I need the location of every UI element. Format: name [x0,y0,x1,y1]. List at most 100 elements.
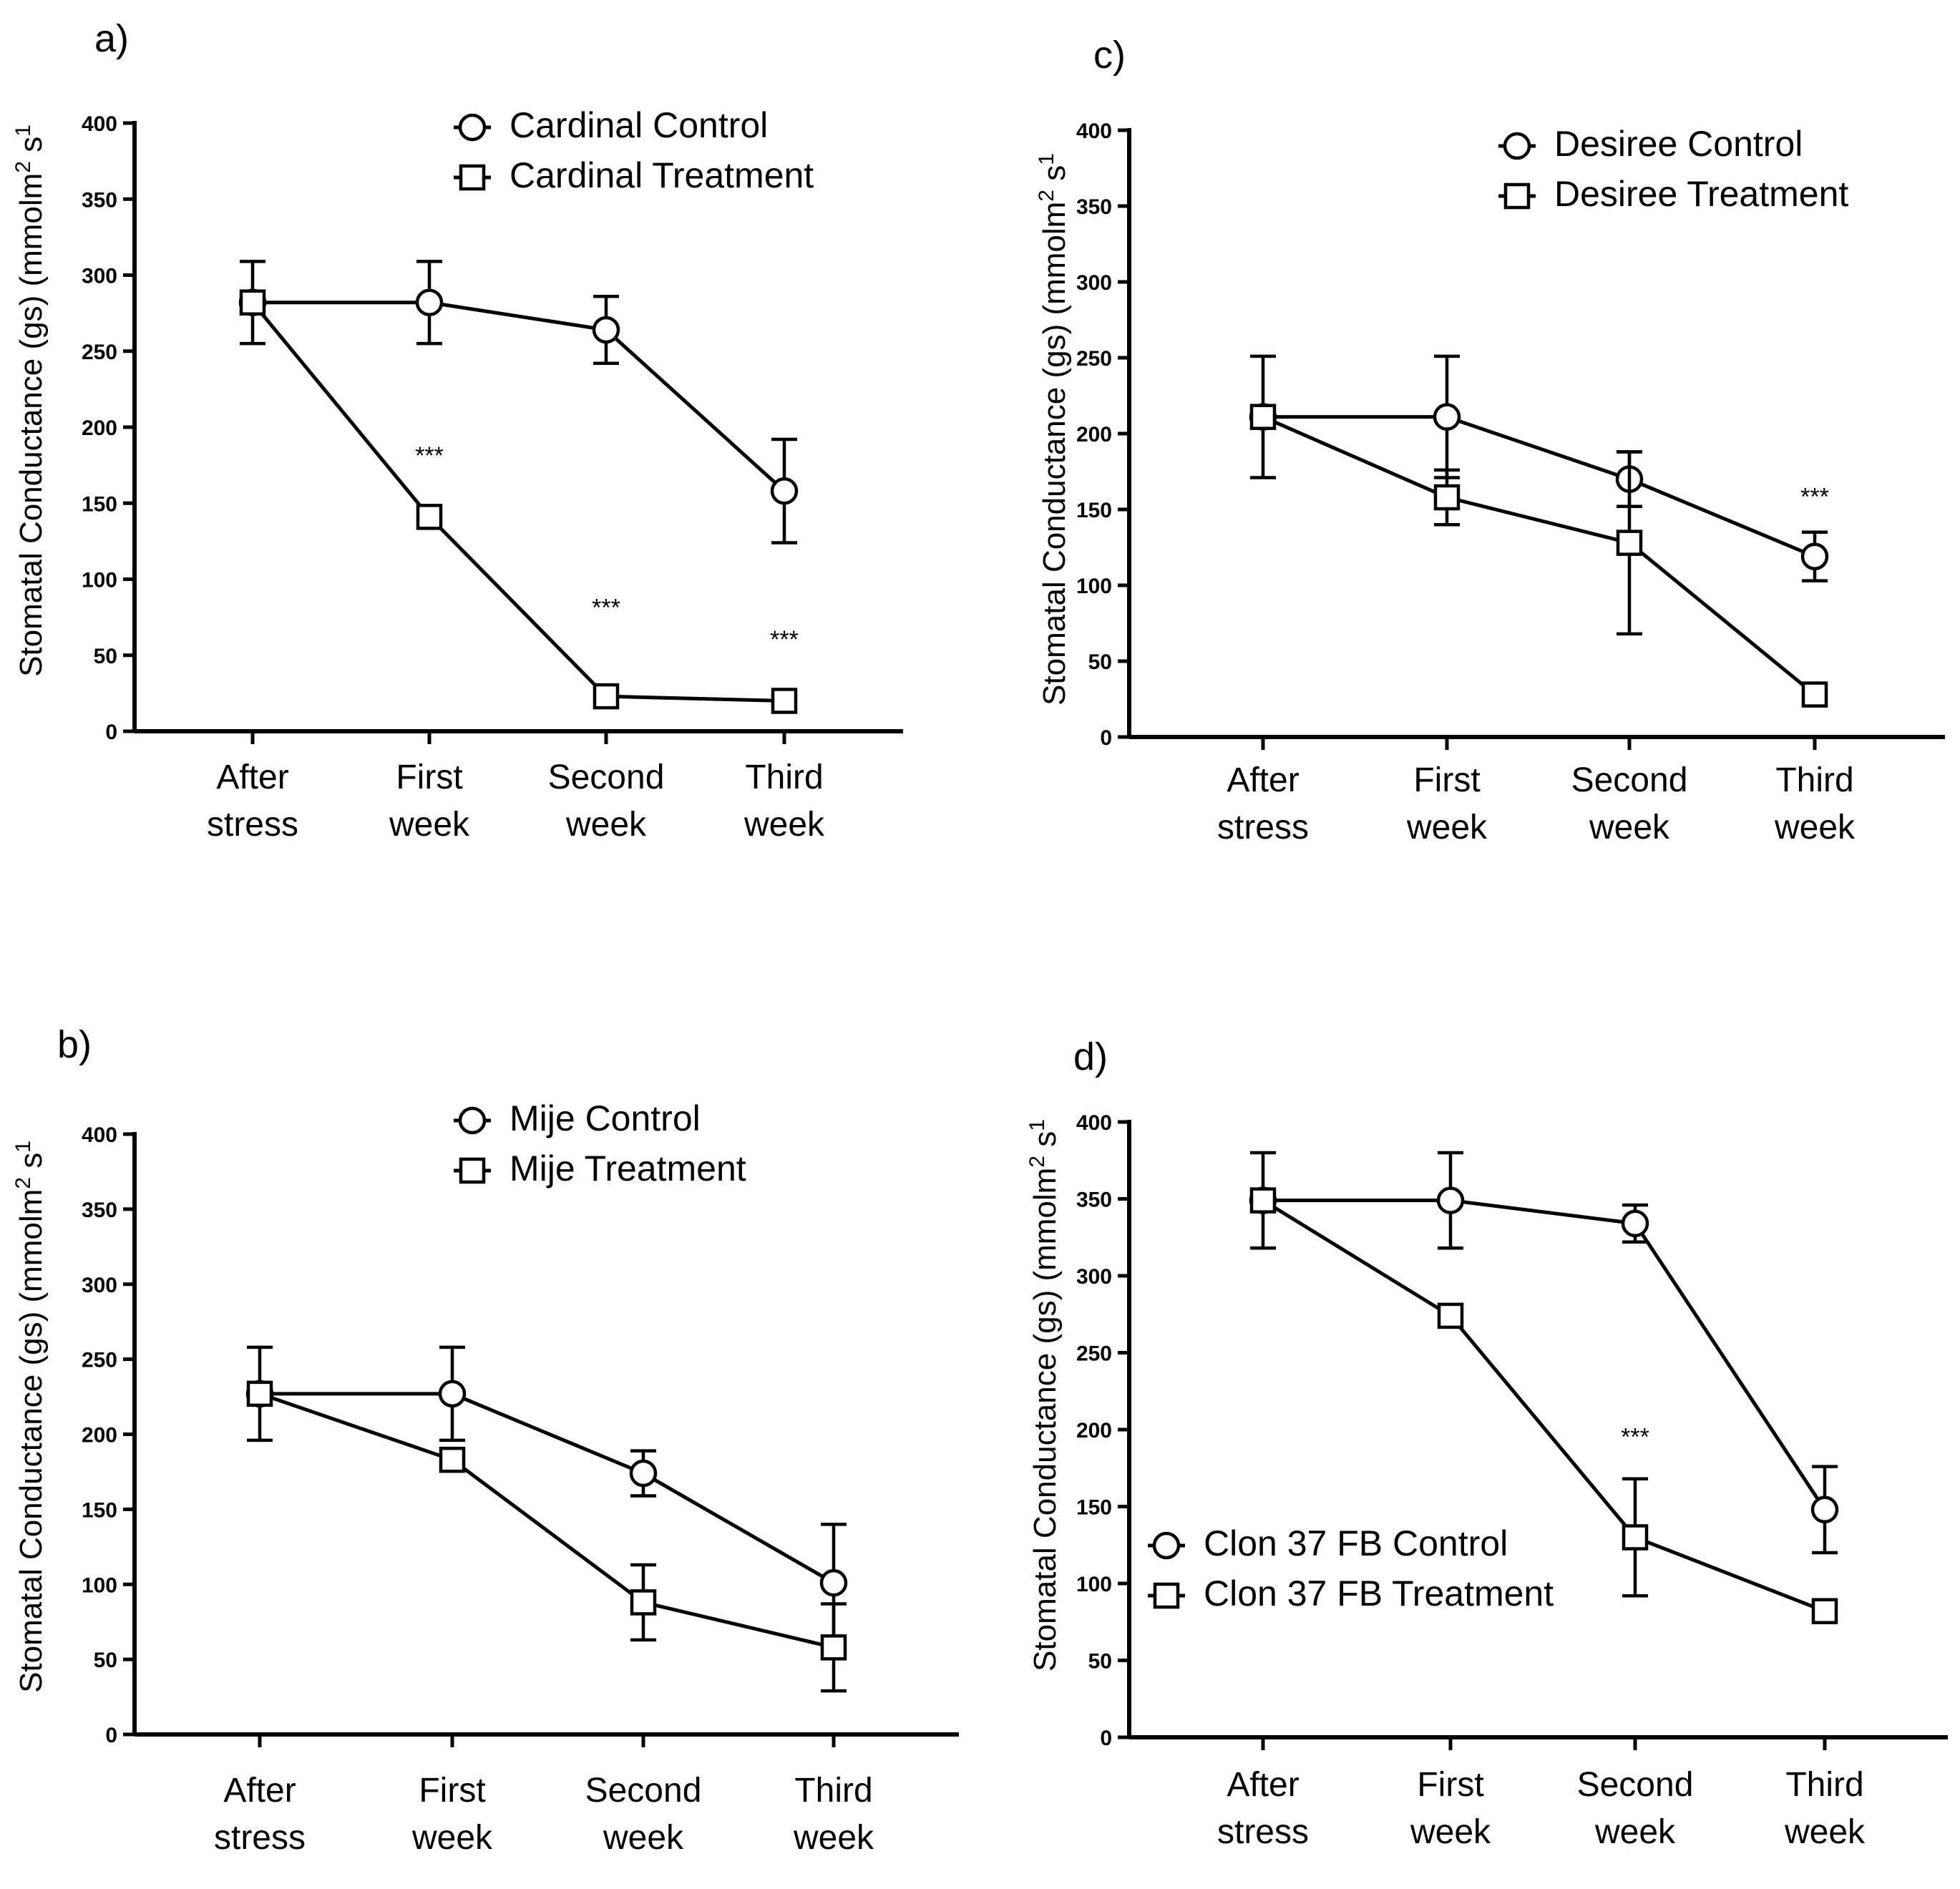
x-tick-label-line: week [1406,809,1488,846]
x-tick-label-line: After [1227,1766,1299,1804]
series-line [1263,415,1815,559]
x-tick-label: After stress [1217,761,1309,846]
legend: Mije Control Mije Treatment [454,1098,746,1188]
legend-marker-circle [458,1106,487,1135]
y-tick-label: 200 [1076,1419,1112,1443]
y-tick-label: 50 [94,1649,117,1672]
x-tick-label-line: First [1417,1766,1483,1804]
significance-label: *** [592,595,620,622]
y-tick-label: 50 [94,645,117,668]
x-tick-label: Second week [548,758,665,844]
x-tick-label-line: week [603,1819,684,1857]
x-tick-label: First week [389,758,470,844]
y-axis-label-part: s [1028,1131,1063,1156]
legend-entry: Desiree Treatment [1554,174,1848,214]
chart-panel-2: b) 0 50 100 150 200 250 300 350 400 After stress Fir… [11,1023,959,1857]
x-tick-label-line: Second [1577,1766,1694,1804]
y-axis-label-part: Stomatal Conductance (gs) (mmolm [14,1189,49,1693]
series-points-treatment [1249,404,1828,708]
panel-label: b) [57,1023,92,1066]
x-tick-label: After stress [1217,1766,1309,1851]
y-tick-label: 300 [1076,1265,1112,1289]
x-tick-label-line: Second [548,758,665,796]
x-tick-label-line: First [1413,761,1480,799]
series-treatment [259,1392,834,1649]
panel-label: a) [94,17,129,60]
x-tick-label-line: week [1594,1813,1676,1851]
x-tick-label-line: First [419,1772,485,1810]
x-tick-label-line: week [1589,809,1670,846]
y-tick-label: 200 [82,416,117,440]
y-axis-label-sup: 1 [1025,1119,1049,1131]
x-tick-label-line: stress [207,806,298,844]
data-point-square [630,1589,657,1616]
data-point-circle [1800,542,1829,570]
y-axis-label-sup: 2 [11,1177,35,1189]
y-axis-label: Stomatal Conductance (gs) (mmolm2 s1 [1025,1119,1063,1671]
y-tick-label: 400 [82,112,117,136]
series-points-treatment [1249,1187,1838,1624]
y-axis-label-sup: 1 [1035,153,1058,165]
x-tick-label-line: After [223,1772,296,1810]
significance-label: *** [1800,484,1829,511]
chart-panel-1: a) 0 50 100 150 200 250 300 350 400 After stress Fir… [11,17,903,844]
y-axis-label-sup: 2 [1025,1156,1049,1168]
legend-entry: Clon 37 FB Treatment [1204,1573,1554,1614]
x-tick-label-line: Third [1775,761,1853,799]
legend-entry: Mije Treatment [509,1148,746,1188]
data-point-circle [1621,1209,1649,1238]
data-point-square [1249,1187,1277,1214]
data-point-square [1433,484,1461,511]
data-point-square [1437,1302,1464,1329]
y-axis-label-part: s [14,1153,49,1177]
legend-marker-square [459,1157,486,1184]
series-line [1263,1199,1827,1511]
y-axis-label-sup: 2 [11,161,35,173]
y-tick-label: 300 [82,1274,117,1297]
x-tick-label: Second week [585,1772,702,1857]
series-points-control [245,1345,848,1644]
x-tick-label-line: week [389,806,470,844]
y-tick-label: 50 [1088,1650,1112,1674]
y-axis-label-part: Stomatal Conductance (gs) (mmolm [1037,202,1072,706]
data-point-circle [1433,403,1461,431]
y-tick-label: 350 [1076,195,1112,219]
legend: Clon 37 FB Control Clon 37 FB Treatment [1148,1523,1554,1614]
legend-entry: Mije Control [509,1098,701,1138]
x-tick-label-line: Second [1571,761,1688,799]
data-point-square [1811,1598,1838,1624]
data-point-square [246,1380,273,1407]
y-axis-label-part: s [14,137,49,161]
y-tick-label: 0 [105,721,117,744]
series-line [1262,415,1816,696]
x-tick-label-line: stress [214,1819,306,1857]
y-tick-label: 250 [1076,1342,1112,1366]
x-tick-label-line: First [396,758,462,796]
legend-entry: Cardinal Treatment [509,155,814,195]
significance-label: *** [415,442,444,469]
y-tick-label: 350 [82,188,117,212]
x-tick-label: Second week [1571,761,1688,846]
data-point-circle [770,477,799,505]
data-point-circle [629,1459,658,1488]
y-tick-label: 150 [1076,1496,1112,1520]
x-tick-label-line: Third [794,1772,872,1810]
legend-marker-circle [1152,1531,1181,1560]
legend-marker-circle [1503,132,1531,160]
x-tick-label-line: stress [1217,1813,1309,1851]
panel-label: c) [1093,34,1126,77]
x-tick-label-line: week [1784,1813,1866,1851]
y-tick-label: 200 [1076,423,1112,446]
data-point-square [439,1446,466,1473]
y-axis-label-sup: 1 [11,1141,35,1153]
data-point-square [1249,404,1277,430]
y-tick-label: 50 [1088,650,1112,674]
legend: Desiree Control Desiree Treatment [1498,124,1848,214]
chart-panel-3: c) 0 50 100 150 200 250 300 350 400 After stress Fir… [1035,34,1945,846]
panel-label: d) [1073,1035,1108,1078]
y-axis-label-part: s [1037,165,1072,190]
x-tick-label-line: After [216,758,288,796]
y-tick-label: 0 [1100,1727,1112,1750]
x-tick-label-line: week [411,1819,493,1857]
